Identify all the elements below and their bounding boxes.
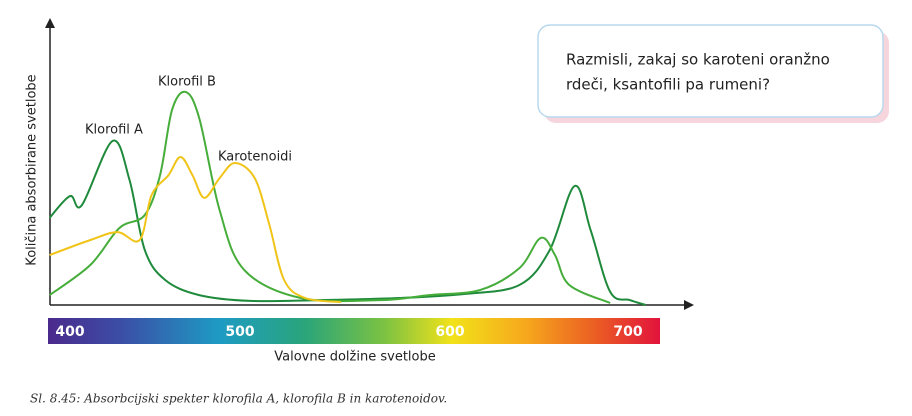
callout-box [537, 24, 884, 118]
series-label: Karotenoidi [218, 150, 292, 165]
series-label: Klorofil B [158, 75, 216, 90]
y-axis-label: Količina absorbirane svetlobe [25, 74, 40, 265]
series-label: Klorofil A [85, 123, 143, 138]
y-arrow [45, 18, 55, 28]
spectrum-bar [48, 318, 660, 344]
x-tick-label: 600 [435, 324, 464, 340]
callout-line: rdeči, ksantofili pa rumeni? [566, 76, 770, 94]
caption: Sl. 8.45: Absorbcijski spekter klorofila… [30, 392, 447, 406]
x-tick-label: 400 [55, 324, 84, 340]
x-tick-label: 700 [613, 324, 642, 340]
x-arrow [684, 300, 694, 310]
spectrum-curve [49, 90, 611, 304]
spectrum-curve [48, 139, 647, 306]
x-axis-label: Valovne dolžine svetlobe [274, 350, 435, 365]
spectrum-curve [49, 155, 341, 304]
callout-line: Razmisli, zakaj so karoteni oranžno [566, 51, 830, 69]
x-tick-label: 500 [225, 324, 254, 340]
